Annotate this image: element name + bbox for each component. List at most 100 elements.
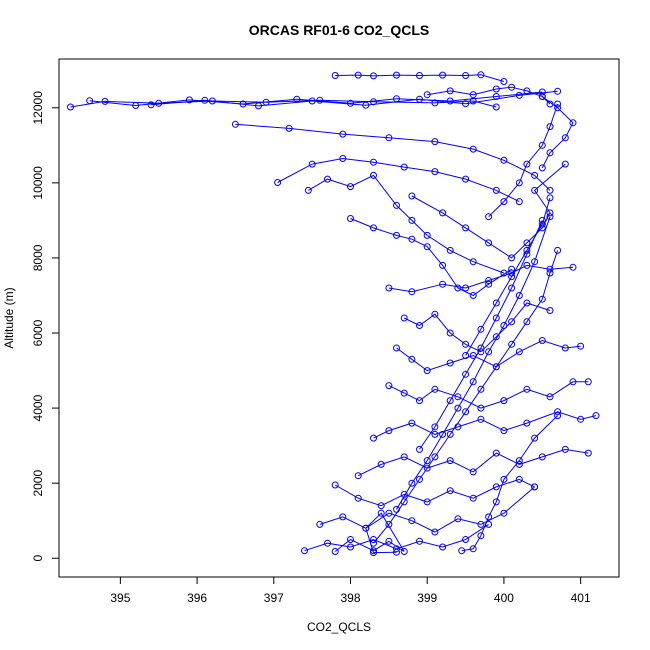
series-line [396, 339, 581, 372]
data-point [377, 460, 385, 468]
data-point [492, 314, 500, 322]
data-point [462, 284, 470, 292]
data-point [423, 243, 431, 251]
series-line [350, 218, 512, 297]
data-point [515, 475, 523, 483]
data-point [408, 355, 416, 363]
data-point [446, 87, 454, 95]
data-point [431, 453, 439, 461]
data-point [454, 515, 462, 523]
data-point [546, 213, 554, 221]
series-20 [458, 412, 562, 555]
data-point [408, 235, 416, 243]
data-point [485, 213, 493, 221]
data-point [431, 168, 439, 176]
data-point [523, 246, 531, 254]
series-line [373, 250, 559, 544]
data-point [354, 472, 362, 480]
data-point [561, 344, 569, 352]
series-24 [462, 194, 554, 359]
data-point [408, 517, 416, 525]
data-point [439, 280, 447, 288]
data-point [331, 72, 339, 79]
data-point [446, 329, 454, 337]
data-point [508, 273, 516, 281]
data-point [492, 103, 500, 111]
data-point [347, 543, 354, 551]
data-point [385, 382, 393, 390]
data-point [462, 175, 470, 183]
data-point [477, 325, 485, 333]
series-line [419, 220, 543, 450]
data-point [477, 520, 485, 528]
data-point [523, 87, 531, 95]
data-point [301, 547, 308, 555]
data-point [554, 100, 562, 108]
y-tick-label: 10000 [31, 166, 45, 200]
data-point [431, 430, 439, 438]
data-point [546, 307, 554, 314]
data-point [454, 404, 462, 412]
data-point [370, 547, 377, 555]
data-point [515, 348, 523, 356]
y-axis: 0 2000 4000 6000 8000 10000 12000 [31, 91, 60, 562]
data-point [477, 344, 485, 352]
data-point [285, 124, 293, 132]
data-point [462, 536, 470, 543]
data-point [423, 457, 431, 465]
data-point [485, 280, 493, 288]
y-tick-label: 6000 [31, 319, 45, 346]
data-point [446, 246, 454, 254]
series-line [488, 103, 559, 218]
data-point [469, 545, 477, 553]
data-point [515, 292, 523, 299]
data-point [546, 149, 554, 157]
data-point [492, 483, 500, 491]
data-point [423, 91, 431, 99]
series-line [70, 99, 497, 108]
data-point [331, 481, 339, 489]
series-25 [485, 100, 562, 221]
data-point [393, 231, 400, 239]
data-point [462, 224, 470, 232]
data-point [101, 97, 109, 105]
x-axis: 395 396 397 398 399 400 401 [110, 576, 591, 605]
data-point [523, 160, 531, 168]
data-point [500, 322, 508, 329]
data-point [67, 103, 74, 111]
x-axis-label: CO2_QCLS [307, 620, 371, 634]
data-point [354, 494, 362, 502]
data-point [492, 299, 500, 307]
series-2 [86, 88, 546, 109]
data-point [554, 412, 562, 420]
data-point [469, 292, 477, 299]
data-point [86, 97, 94, 105]
data-point [485, 513, 493, 521]
data-point [538, 164, 546, 172]
data-point [393, 344, 400, 352]
data-point [500, 156, 508, 164]
data-point [462, 408, 470, 416]
data-point [393, 505, 400, 513]
data-point [561, 160, 569, 168]
data-point [531, 483, 539, 491]
data-point [201, 96, 209, 104]
data-point [462, 340, 470, 348]
data-point [469, 378, 477, 386]
data-point [477, 415, 485, 423]
data-point [370, 224, 377, 232]
series-line [373, 411, 597, 439]
data-point [416, 537, 423, 545]
series-line [89, 91, 543, 107]
data-point [354, 71, 362, 79]
series-line [277, 157, 520, 203]
data-point [400, 548, 408, 555]
data-point [423, 367, 431, 375]
data-point [469, 91, 477, 99]
data-point [492, 93, 500, 100]
data-point [546, 100, 554, 108]
data-point [546, 194, 554, 202]
series-3 [147, 87, 562, 110]
